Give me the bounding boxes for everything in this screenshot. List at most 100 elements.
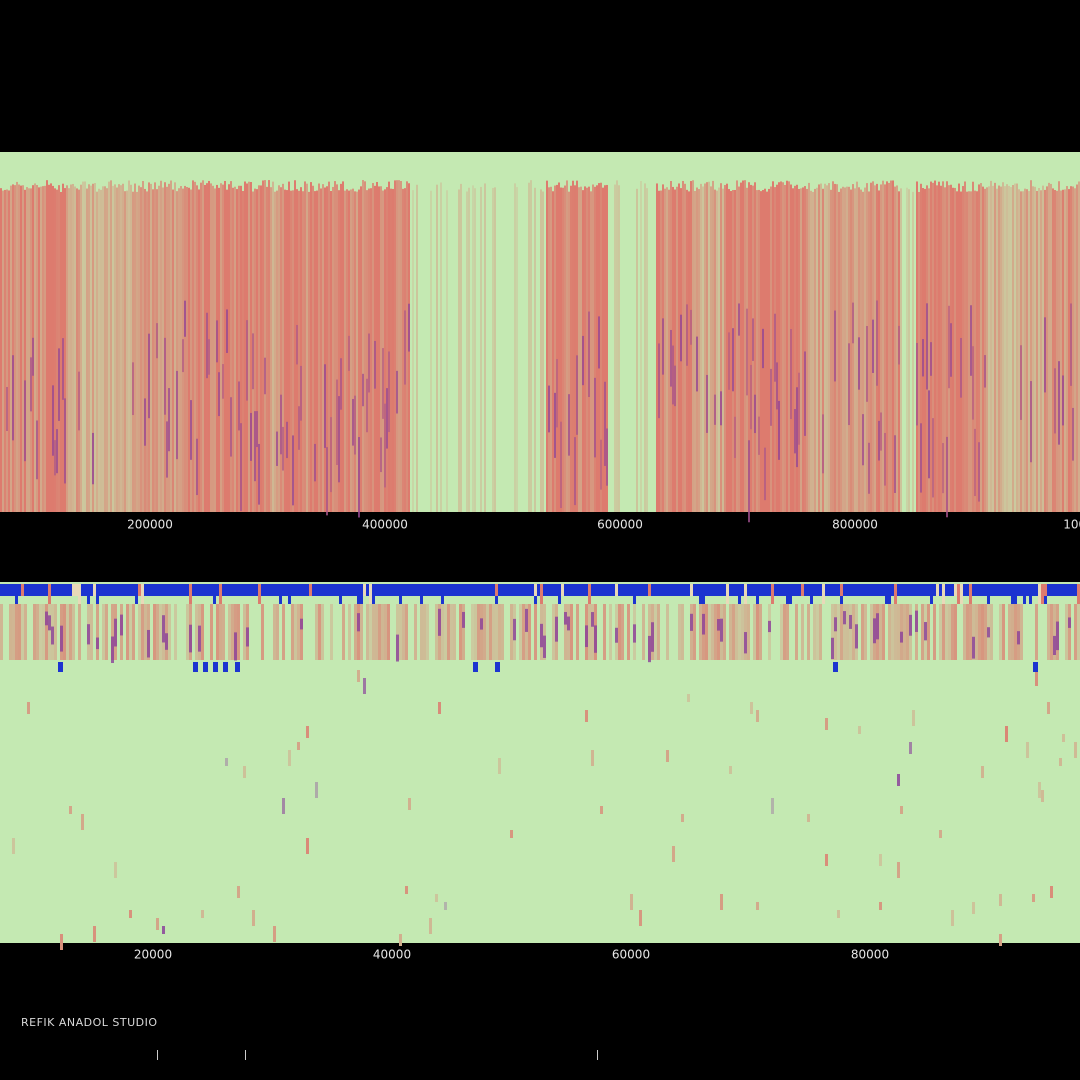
heatmap-cell	[600, 806, 603, 814]
heatmap-cell	[453, 604, 456, 660]
heatmap-column	[180, 186, 182, 513]
heatmap-column	[578, 187, 580, 512]
heatmap-cell	[292, 435, 294, 506]
heatmap-cell	[384, 604, 387, 660]
heatmap-column	[1048, 182, 1050, 512]
heatmap-cell	[662, 318, 664, 375]
heatmap-cell	[426, 604, 429, 660]
heatmap-column	[248, 181, 250, 512]
heatmap-cell	[915, 604, 918, 660]
heatmap-cell	[948, 604, 951, 660]
heatmap-cell	[114, 618, 117, 647]
heatmap-column	[736, 180, 738, 512]
heatmap-cell	[273, 604, 276, 660]
heatmap-column	[812, 191, 814, 513]
heatmap-cell	[778, 400, 780, 460]
x-tick-label: 1000000	[1063, 518, 1080, 532]
heatmap-column	[646, 188, 648, 513]
heatmap-column	[242, 191, 244, 512]
heatmap-cell	[324, 364, 326, 448]
heatmap-cell	[920, 423, 922, 493]
heatmap-cell	[678, 604, 681, 660]
heatmap-column	[132, 191, 134, 512]
heatmap-cell	[543, 635, 546, 658]
heatmap-cell	[825, 854, 828, 866]
heatmap-cell	[396, 634, 399, 662]
heatmap-column	[586, 187, 588, 512]
heatmap-column	[372, 183, 374, 512]
heatmap-cell	[928, 390, 930, 479]
heatmap-cell	[972, 902, 975, 914]
heatmap-cell	[744, 604, 747, 660]
heatmap-column	[12, 184, 14, 513]
heatmap-column	[78, 189, 80, 512]
heatmap-cell	[1011, 596, 1014, 604]
heatmap-column	[792, 188, 794, 513]
heatmap-cell	[984, 604, 987, 660]
heatmap-cell	[756, 902, 759, 910]
heatmap-column	[56, 189, 58, 512]
heatmap-column	[1004, 186, 1006, 512]
heatmap-cell	[148, 333, 150, 419]
heatmap-column	[1068, 189, 1070, 513]
heatmap-column	[794, 185, 796, 512]
heatmap-cell	[144, 398, 146, 446]
heatmap-cell	[208, 339, 210, 375]
heatmap-column	[1058, 181, 1060, 513]
heatmap-cell	[72, 604, 75, 660]
heatmap-cell	[1044, 584, 1047, 596]
heatmap-cell	[942, 604, 945, 660]
heatmap-cell	[336, 379, 338, 465]
heatmap-cell	[903, 604, 906, 660]
heatmap-cell	[294, 604, 297, 660]
heatmap-column	[20, 185, 22, 512]
heatmap-column	[40, 186, 42, 512]
heatmap-column	[272, 181, 274, 512]
heatmap-cell	[12, 838, 15, 854]
heatmap-cell	[747, 604, 750, 660]
heatmap-cell	[921, 604, 924, 660]
heatmap-column	[492, 187, 494, 512]
heatmap-cell	[78, 584, 81, 604]
heatmap-cell	[720, 391, 722, 426]
heatmap-cell	[203, 662, 208, 672]
heatmap-column	[984, 188, 986, 512]
heatmap-cell	[534, 584, 537, 596]
heatmap-cell	[132, 604, 135, 660]
heatmap-column	[94, 182, 96, 512]
heatmap-cell	[879, 604, 882, 660]
heatmap-column	[606, 184, 608, 513]
heatmap-cell	[360, 604, 363, 660]
heatmap-column	[44, 185, 46, 512]
x-tick-label: 200000	[127, 518, 173, 532]
heatmap-cell	[939, 604, 942, 660]
heatmap-cell	[1068, 604, 1071, 660]
heatmap-column	[1026, 189, 1028, 512]
heatmap-cell	[999, 934, 1002, 946]
heatmap-column	[912, 191, 914, 512]
heatmap-column	[100, 189, 102, 512]
heatmap-cell	[396, 370, 398, 414]
heatmap-cell	[196, 438, 198, 496]
heatmap-cell	[374, 340, 376, 389]
heatmap-column	[360, 186, 362, 512]
heatmap-column	[890, 180, 892, 512]
heatmap-column	[174, 182, 176, 512]
heatmap-column	[14, 185, 16, 512]
heatmap-column	[22, 185, 24, 512]
heatmap-cell	[848, 343, 850, 426]
heatmap-cell	[258, 584, 261, 604]
heatmap-column	[480, 186, 482, 512]
heatmap-column	[266, 186, 268, 513]
heatmap-cell	[252, 910, 255, 926]
heatmap-column	[820, 183, 822, 512]
heatmap-cell	[330, 417, 332, 493]
heatmap-column	[558, 182, 560, 512]
heatmap-cell	[399, 604, 402, 660]
heatmap-cell	[627, 604, 630, 660]
heatmap-cell	[226, 309, 228, 353]
heatmap-cell	[1005, 726, 1008, 742]
heatmap-cell	[222, 604, 225, 660]
heatmap-cell	[870, 604, 873, 660]
heatmap-cell	[696, 336, 698, 392]
